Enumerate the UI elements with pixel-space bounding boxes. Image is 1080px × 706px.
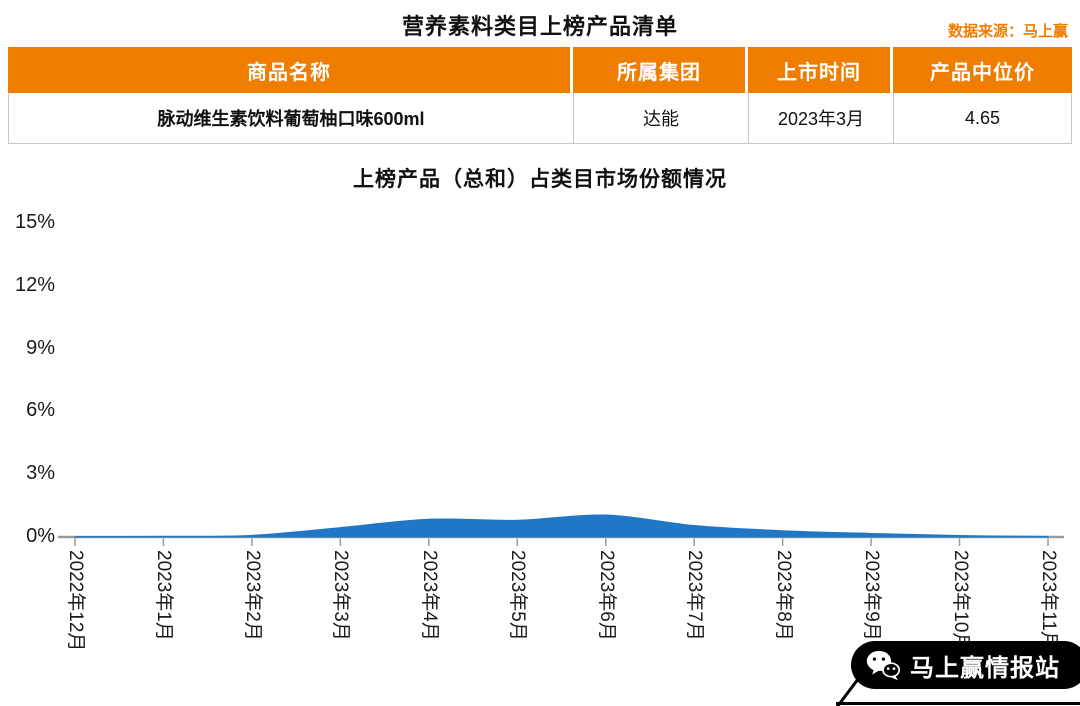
data-source-label: 数据来源：马上赢 <box>947 23 1068 40</box>
y-axis-label: 3% <box>26 462 55 485</box>
table-header-median-price: 产品中位价 <box>930 61 1035 84</box>
table-header-row: 商品名称 所属集团 上市时间 产品中位价 <box>8 47 1072 93</box>
watermark-label: 马上赢情报站 <box>910 654 1060 682</box>
table-cell-median-price: 4.65 <box>964 107 1001 128</box>
product-table: 商品名称 所属集团 上市时间 产品中位价 脉动维生素饮料葡萄柚口味600ml 达… <box>8 47 1072 144</box>
table-cell-group: 达能 <box>574 93 749 143</box>
table-header-product-name: 商品名称 <box>8 47 573 93</box>
table-row: 脉动维生素饮料葡萄柚口味600ml 达能 2023年3月 4.65 <box>8 93 1072 144</box>
y-axis-label: 9% <box>26 336 55 359</box>
x-axis-label: 2023年11月 <box>1038 550 1059 650</box>
y-axis-label: 12% <box>14 273 55 296</box>
table-cell-product-name: 脉动维生素饮料葡萄柚口味600ml <box>9 93 574 143</box>
table-header-group: 所属集团 <box>573 47 748 93</box>
wechat-icon <box>866 650 901 681</box>
y-axis-label: 0% <box>26 525 55 547</box>
table-cell-launch-date: 2023年3月 <box>749 93 894 143</box>
table-header-launch-date: 上市时间 <box>748 47 893 93</box>
y-axis-label: 15% <box>14 211 55 233</box>
watermark: 马上赢情报站 <box>851 641 1080 689</box>
chart-title: 上榜产品（总和）占类目市场份额情况 <box>353 168 727 191</box>
y-axis-label: 6% <box>26 399 55 422</box>
page-title: 营养素料类目上榜产品清单 <box>401 14 678 39</box>
market-share-area <box>74 514 1049 538</box>
